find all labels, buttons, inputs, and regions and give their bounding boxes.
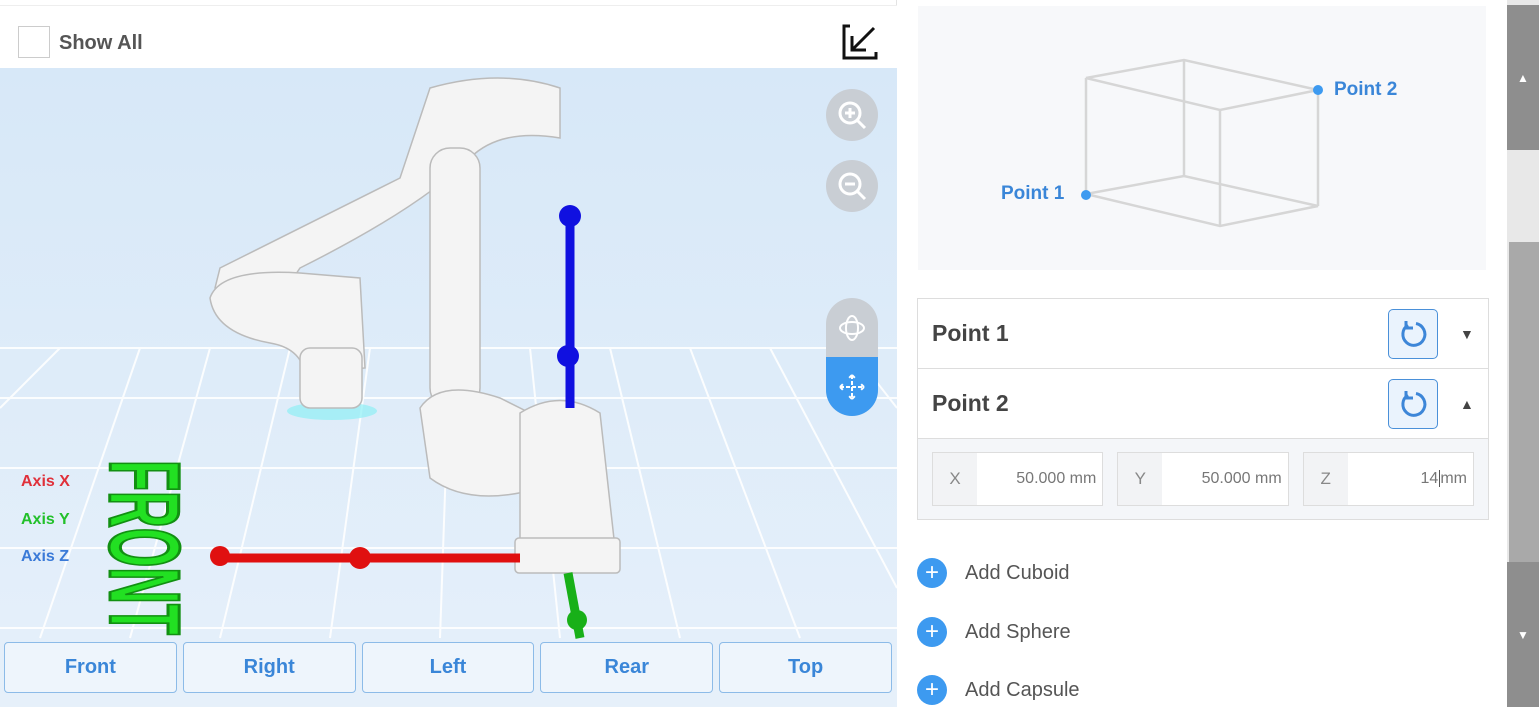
point1-diagram-label: Point 1: [1001, 183, 1065, 204]
point1-reset-button[interactable]: [1388, 308, 1438, 359]
point2-diagram-label: Point 2: [1334, 79, 1398, 100]
3d-viewport[interactable]: FRONT Axis X Axis Y Axis Z Front Right L…: [0, 68, 897, 707]
front-floor-text: FRONT: [88, 460, 200, 635]
view-buttons: Front Right Left Rear Top: [4, 642, 892, 693]
x-value[interactable]: 50.000 mm: [1016, 470, 1097, 487]
plus-icon: +: [917, 675, 947, 705]
cuboid-wireframe: [1081, 58, 1323, 228]
y-value[interactable]: 50.000 mm: [1201, 470, 1282, 487]
point1-title: Point 1: [932, 320, 1009, 346]
scroll-down-button[interactable]: ▼: [1507, 562, 1539, 707]
robot-arm: [209, 77, 621, 574]
points-accordion: Point 1 ▼ Point 2 ▲ X 50.000 mm Y 50.000 m…: [917, 298, 1489, 520]
view-front-button[interactable]: Front: [4, 642, 177, 693]
axis-z-legend: Axis Z: [21, 548, 70, 565]
point2-title: Point 2: [932, 390, 1009, 416]
add-cuboid-button[interactable]: + Add Cuboid: [917, 558, 1070, 588]
view-left-button[interactable]: Left: [361, 642, 535, 693]
minimize-icon[interactable]: [842, 24, 878, 60]
zoom-out-icon: [838, 172, 867, 201]
plus-icon: +: [917, 558, 947, 588]
shape-panel: Point 1 Point 2 Point 1 ▼ Point 2 ▲ X 50.…: [898, 0, 1507, 707]
point2-fields: X 50.000 mm Y 50.000 mm Z 14 mm: [918, 439, 1488, 519]
z-label: Z: [1303, 453, 1348, 505]
x-field[interactable]: X 50.000 mm: [932, 452, 1104, 506]
add-sphere-label: Add Sphere: [965, 621, 1071, 643]
add-cuboid-label: Add Cuboid: [965, 562, 1070, 584]
viewer-panel: Show All FRONT Axis X Axis Y Axis Z Fron…: [0, 0, 897, 707]
refresh-icon: [1401, 320, 1427, 347]
y-label: Y: [1118, 453, 1163, 505]
view-mode-toggle[interactable]: [826, 298, 878, 416]
zoom-in-icon: [838, 101, 867, 130]
point1-header[interactable]: Point 1 ▼: [918, 299, 1488, 369]
rotate-mode-button[interactable]: [826, 298, 878, 357]
show-all-checkbox[interactable]: [18, 26, 50, 58]
zoom-out-button[interactable]: [826, 160, 878, 212]
point2-reset-button[interactable]: [1388, 378, 1438, 429]
axis-x-legend: Axis X: [21, 473, 70, 490]
view-top-button[interactable]: Top: [719, 642, 892, 693]
add-sphere-button[interactable]: + Add Sphere: [917, 617, 1071, 647]
chevron-up-icon[interactable]: ▲: [1460, 395, 1474, 412]
plus-icon: +: [917, 617, 947, 647]
scrollbar-thumb[interactable]: [1509, 242, 1539, 564]
z-value[interactable]: 14 mm: [1348, 470, 1473, 488]
z-unit: mm: [1439, 470, 1467, 487]
z-input-text[interactable]: 14: [1420, 470, 1439, 487]
viewer-toolbar: Show All: [0, 5, 897, 68]
scroll-up-button[interactable]: ▲: [1507, 5, 1539, 150]
cuboid-diagram: Point 1 Point 2: [918, 6, 1486, 270]
zoom-in-button[interactable]: [826, 89, 878, 141]
axis-y-legend: Axis Y: [21, 511, 70, 528]
rotate-3d-icon: [839, 314, 865, 341]
chevron-down-icon[interactable]: ▼: [1460, 325, 1474, 342]
z-field[interactable]: Z 14 mm: [1302, 452, 1474, 506]
show-all-label[interactable]: Show All: [59, 32, 143, 54]
view-right-button[interactable]: Right: [182, 642, 356, 693]
point2-header[interactable]: Point 2 ▲: [918, 369, 1488, 439]
y-field[interactable]: Y 50.000 mm: [1117, 452, 1289, 506]
x-label: X: [933, 453, 977, 505]
pan-mode-button[interactable]: [826, 357, 878, 416]
robot-scene[interactable]: FRONT: [0, 68, 897, 707]
move-arrows-icon: [839, 373, 865, 400]
view-rear-button[interactable]: Rear: [540, 642, 714, 693]
refresh-icon: [1401, 390, 1427, 417]
add-capsule-button[interactable]: + Add Capsule: [917, 675, 1080, 705]
add-capsule-label: Add Capsule: [965, 679, 1080, 701]
